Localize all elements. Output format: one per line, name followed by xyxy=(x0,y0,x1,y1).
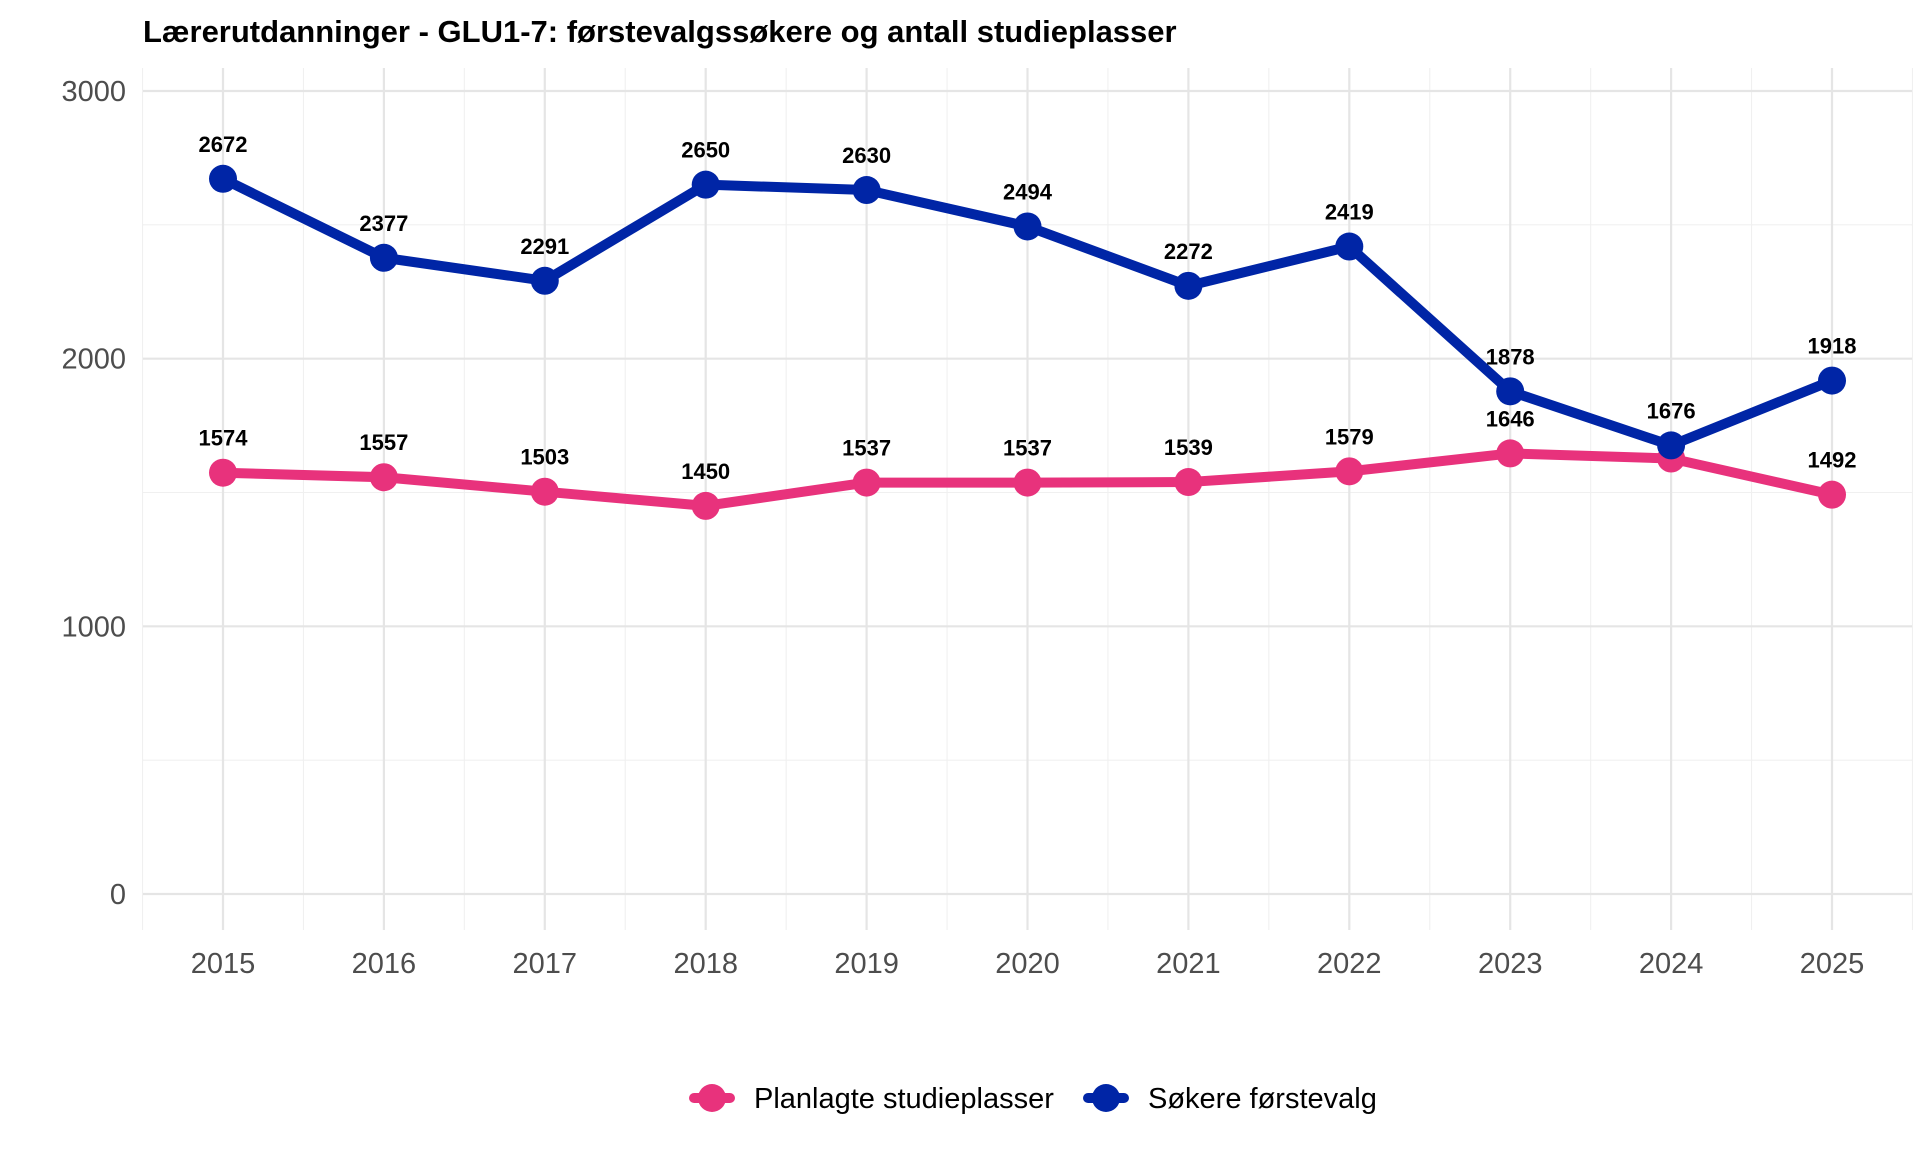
data-point xyxy=(1818,480,1846,509)
data-label: 2672 xyxy=(199,132,248,157)
data-label: 1574 xyxy=(199,426,249,451)
data-point xyxy=(530,477,559,506)
data-point xyxy=(369,243,398,272)
data-point xyxy=(1496,439,1525,468)
y-tick-label: 1000 xyxy=(61,611,126,643)
y-tick-label: 2000 xyxy=(61,344,126,376)
data-point xyxy=(1013,212,1042,241)
data-point xyxy=(1496,377,1525,406)
x-tick-label: 2016 xyxy=(352,948,417,980)
data-point xyxy=(1174,271,1203,300)
legend-label: Søkere førstevalg xyxy=(1148,1083,1377,1115)
data-point xyxy=(852,468,881,497)
chart-title: Lærerutdanninger - GLU1-7: førstevalgssø… xyxy=(143,14,1177,49)
data-label: 2272 xyxy=(1164,239,1213,264)
data-label: 1537 xyxy=(1003,436,1052,461)
x-tick-label: 2015 xyxy=(191,948,256,980)
data-label: 1918 xyxy=(1808,334,1857,359)
data-label: 2291 xyxy=(520,234,569,259)
data-label: 1676 xyxy=(1647,398,1696,423)
y-axis-ticks: 0 1000 2000 3000 xyxy=(61,76,126,911)
x-tick-label: 2025 xyxy=(1800,948,1865,980)
data-label: 2494 xyxy=(1003,179,1053,204)
data-label: 1557 xyxy=(359,430,408,455)
data-point xyxy=(1174,468,1203,497)
data-point xyxy=(691,170,720,199)
data-point xyxy=(209,164,237,193)
x-tick-label: 2021 xyxy=(1156,948,1221,980)
data-label: 1878 xyxy=(1486,344,1535,369)
data-label: 2419 xyxy=(1325,200,1374,225)
data-label: 1539 xyxy=(1164,435,1213,460)
data-label: 1646 xyxy=(1486,406,1535,431)
legend-key-point xyxy=(698,1084,726,1112)
x-tick-label: 2022 xyxy=(1317,948,1382,980)
legend-label: Planlagte studieplasser xyxy=(754,1083,1054,1115)
data-point xyxy=(691,491,720,520)
data-label: 1492 xyxy=(1808,448,1857,473)
data-label: 1503 xyxy=(520,445,569,470)
x-tick-label: 2019 xyxy=(834,948,899,980)
data-point xyxy=(852,176,881,205)
x-tick-label: 2017 xyxy=(513,948,578,980)
legend-key-point xyxy=(1092,1084,1120,1112)
data-labels: 2672 2377 2291 2650 2630 2494 2272 2419 1878 1676… xyxy=(199,132,1857,484)
x-tick-label: 2018 xyxy=(673,948,738,980)
data-label: 1537 xyxy=(842,436,891,461)
data-point xyxy=(209,458,237,487)
data-label: 2650 xyxy=(681,138,730,163)
data-label: 2377 xyxy=(359,211,408,236)
x-tick-label: 2020 xyxy=(995,948,1060,980)
legend: Planlagte studieplasser Søkere førstevalg xyxy=(689,1083,1377,1115)
data-point xyxy=(1013,468,1042,497)
data-point xyxy=(1818,366,1846,395)
data-label: 2630 xyxy=(842,143,891,168)
data-point xyxy=(369,463,398,492)
data-point xyxy=(1657,431,1686,460)
data-label: 1450 xyxy=(681,459,730,484)
y-tick-label: 0 xyxy=(110,879,126,911)
data-point xyxy=(1335,232,1364,261)
data-point xyxy=(530,266,559,295)
data-label: 1579 xyxy=(1325,424,1374,449)
data-point xyxy=(1335,457,1364,486)
x-axis-ticks: 2015 2016 2017 2018 2019 2020 2021 2022 2023 2024… xyxy=(191,948,1865,980)
x-tick-label: 2023 xyxy=(1478,948,1543,980)
series-group xyxy=(209,164,1846,520)
y-tick-label: 3000 xyxy=(61,76,126,108)
x-tick-label: 2024 xyxy=(1639,948,1704,980)
